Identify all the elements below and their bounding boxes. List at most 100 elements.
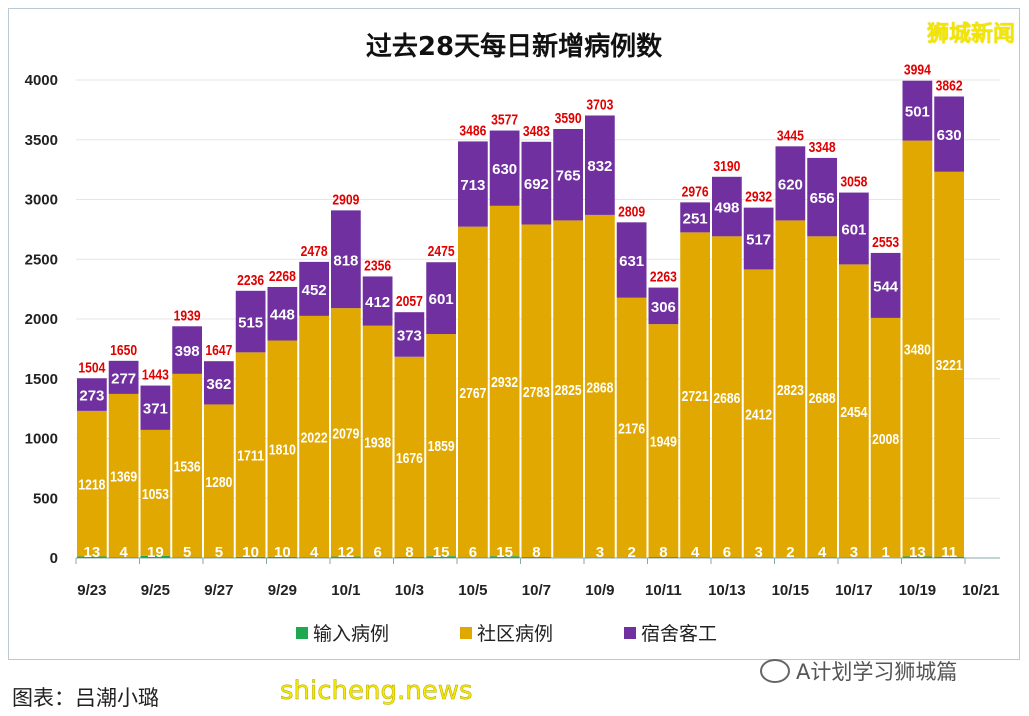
community-label: 1938: [364, 434, 391, 451]
bar-segment-0: [458, 557, 488, 558]
community-label: 2008: [872, 431, 899, 448]
bar-segment-0: [140, 555, 171, 558]
import-label: 8: [659, 544, 667, 561]
import-label: 10: [274, 544, 291, 561]
community-label: 1218: [78, 477, 105, 494]
community-label: 2022: [301, 430, 328, 447]
total-label: 2356: [364, 257, 391, 274]
bar-segment-1: [553, 220, 583, 558]
bar-segment-2: [934, 96, 964, 172]
x-tick-label: 9/29: [268, 582, 297, 599]
bar-segment-2: [172, 326, 202, 374]
wechat-account: A计划学习狮城篇: [760, 656, 957, 686]
bar-segment-0: [712, 557, 742, 558]
watermark: shicheng.news: [280, 676, 473, 707]
bar-segment-1: [807, 236, 837, 558]
bar-segment-1: [902, 140, 933, 557]
community-label: 2412: [745, 407, 772, 424]
dorm-label: 765: [556, 168, 581, 185]
dorm-label: 498: [714, 200, 739, 217]
bar-segment-2: [331, 210, 361, 309]
import-label: 6: [723, 544, 731, 561]
bar-segment-2: [902, 80, 933, 141]
legend-swatch: [624, 627, 636, 639]
import-label: 10: [242, 544, 259, 561]
bar-segment-1: [934, 171, 964, 557]
dorm-label: 630: [937, 127, 962, 144]
import-label: 3: [596, 544, 604, 561]
total-label: 2478: [301, 243, 328, 260]
total-label: 3445: [777, 127, 804, 144]
bar-segment-2: [775, 146, 806, 221]
y-tick-label: 3500: [25, 132, 58, 149]
bar-segment-2: [870, 252, 901, 318]
community-label: 2079: [332, 425, 359, 442]
y-tick-label: 1000: [25, 431, 58, 448]
bar-segment-2: [839, 192, 869, 265]
dorm-label: 398: [175, 343, 200, 360]
bar-segment-0: [521, 557, 552, 558]
bar-segment-1: [267, 340, 298, 557]
wechat-account-name: A计划学习狮城篇: [796, 660, 958, 684]
community-label: 1949: [650, 434, 677, 451]
import-label: 2: [627, 544, 635, 561]
import-label: 19: [147, 544, 164, 561]
bar-segment-2: [616, 222, 647, 298]
bar-segment-0: [267, 556, 298, 558]
dorm-label: 448: [270, 307, 295, 324]
bar-segment-1: [77, 410, 107, 557]
import-label: 6: [469, 544, 477, 561]
total-label: 2057: [396, 293, 423, 310]
dorm-label: 818: [333, 252, 358, 269]
bar-segment-2: [743, 207, 774, 270]
y-tick-label: 4000: [25, 72, 58, 89]
bar-segment-2: [235, 290, 266, 353]
total-label: 3577: [491, 112, 518, 129]
legend-label: 宿舍客工: [641, 623, 717, 645]
x-tick-label: 10/21: [962, 582, 1000, 599]
legend-swatch: [460, 627, 472, 639]
bar-segment-0: [204, 557, 234, 558]
dorm-label: 656: [810, 190, 835, 207]
total-label: 2932: [745, 189, 772, 206]
community-label: 1053: [142, 486, 169, 503]
dorm-label: 692: [524, 176, 549, 193]
dorm-label: 277: [111, 370, 136, 387]
bar-segment-0: [172, 557, 202, 558]
import-label: 4: [818, 544, 827, 561]
total-label: 2475: [428, 243, 455, 260]
bar-segment-0: [331, 556, 361, 558]
import-label: 8: [532, 544, 540, 561]
total-label: 2809: [618, 203, 645, 220]
community-label: 2767: [459, 385, 486, 402]
bar-segment-1: [839, 264, 869, 558]
total-label: 3486: [459, 122, 486, 139]
bar-segment-0: [77, 556, 107, 558]
bar-segment-0: [235, 556, 266, 558]
y-tick-label: 2000: [25, 311, 58, 328]
import-label: 15: [433, 544, 450, 561]
bar-segment-2: [648, 287, 679, 325]
bar-segment-1: [204, 404, 234, 558]
bar-segment-2: [108, 360, 139, 394]
bar-segment-1: [458, 226, 488, 558]
y-tick-label: 1500: [25, 371, 58, 388]
dorm-label: 251: [683, 210, 708, 227]
bar-segment-1: [489, 205, 520, 557]
total-label: 2263: [650, 269, 677, 286]
community-label: 1859: [428, 438, 455, 455]
bar-segment-1: [235, 352, 266, 557]
legend-label: 社区病例: [477, 623, 553, 645]
community-label: 2823: [777, 382, 804, 399]
legend-swatch: [296, 627, 308, 639]
bar-segment-1: [743, 269, 774, 558]
x-tick-label: 10/17: [835, 582, 873, 599]
total-label: 3348: [809, 139, 836, 156]
bar-segment-2: [362, 276, 393, 326]
bar-segment-1: [299, 315, 329, 558]
community-label: 2868: [586, 379, 613, 396]
total-label: 3190: [713, 158, 740, 175]
bar-segment-2: [553, 128, 583, 221]
import-label: 11: [941, 544, 957, 561]
bar-segment-2: [77, 378, 107, 411]
